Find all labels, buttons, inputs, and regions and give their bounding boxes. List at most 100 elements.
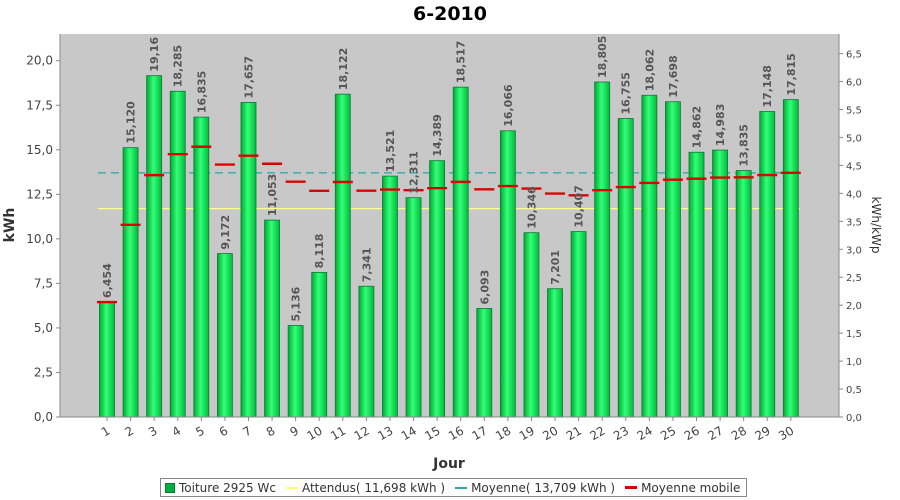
x-tick-label-5: 5 bbox=[193, 423, 207, 439]
plot-area bbox=[60, 34, 839, 417]
bar-day-30 bbox=[782, 99, 799, 418]
y-right-tick-label: 5,5 bbox=[846, 105, 862, 116]
bar-day-29 bbox=[759, 111, 776, 418]
bar-day-13 bbox=[382, 175, 398, 418]
bar-day-24 bbox=[641, 94, 658, 418]
bar-value-label-14: 12,311 bbox=[408, 151, 421, 193]
x-tick-label-29: 29 bbox=[753, 423, 773, 443]
bar-day-2 bbox=[122, 147, 139, 418]
bar-value-label-25: 17,698 bbox=[667, 55, 680, 97]
y-tick-label: 12,5 bbox=[26, 187, 53, 201]
bar-day-11 bbox=[334, 93, 351, 418]
x-tick-label-12: 12 bbox=[352, 423, 372, 443]
bar-day-5 bbox=[193, 116, 210, 418]
x-tick-label-22: 22 bbox=[587, 423, 607, 443]
x-tick-label-6: 6 bbox=[217, 423, 231, 439]
y-right-tick-label: 6,5 bbox=[846, 50, 862, 61]
y-axis-right-label: kWh/kWp bbox=[869, 197, 883, 254]
bar-value-label-24: 18,062 bbox=[643, 49, 656, 91]
bar-value-label-5: 16,835 bbox=[195, 71, 208, 113]
legend-label-moyenne: Moyenne( 13,709 kWh ) bbox=[471, 480, 616, 495]
y-tick-label: 2,5 bbox=[34, 365, 53, 379]
x-tick-label-27: 27 bbox=[705, 423, 725, 443]
bar-day-8 bbox=[264, 219, 280, 418]
x-tick-label-28: 28 bbox=[729, 423, 749, 443]
y-tick-label: 10,0 bbox=[26, 232, 53, 246]
bar-value-label-1: 6,454 bbox=[101, 263, 114, 298]
bar-day-6 bbox=[216, 253, 233, 418]
y-tick-label: 15,0 bbox=[26, 143, 53, 157]
bar-value-label-4: 18,285 bbox=[172, 45, 185, 87]
y-tick-label: 0,0 bbox=[34, 410, 53, 424]
legend-label-attendus: Attendus( 11,698 kWh ) bbox=[301, 480, 446, 495]
bar-value-label-16: 18,517 bbox=[455, 41, 468, 83]
x-tick-label-17: 17 bbox=[470, 423, 490, 443]
bar-value-label-17: 6,093 bbox=[478, 270, 491, 305]
x-tick-label-20: 20 bbox=[540, 423, 560, 443]
bar-value-label-3: 19,16 bbox=[148, 37, 161, 72]
bar-day-18 bbox=[499, 130, 516, 418]
y-right-tick-label: 2,0 bbox=[846, 301, 862, 312]
x-tick-label-16: 16 bbox=[446, 423, 466, 443]
y-right-tick-label: 3,5 bbox=[846, 217, 862, 228]
y-right-tick-label: 4,0 bbox=[846, 189, 862, 200]
bar-day-22 bbox=[594, 81, 611, 418]
bar-day-17 bbox=[476, 308, 493, 418]
bar-day-27 bbox=[712, 149, 728, 418]
legend: Toiture 2925 Wc Attendus( 11,698 kWh ) M… bbox=[160, 478, 748, 497]
x-tick-label-2: 2 bbox=[122, 423, 136, 439]
x-axis-label: Jour bbox=[432, 456, 465, 472]
bar-value-label-22: 18,805 bbox=[596, 36, 609, 78]
y-right-tick-label: 3,0 bbox=[846, 245, 862, 256]
bar-value-label-9: 5,136 bbox=[290, 286, 303, 321]
bar-value-label-10: 8,118 bbox=[313, 234, 326, 269]
y-right-tick-label: 0,5 bbox=[846, 385, 862, 396]
x-tick-label-8: 8 bbox=[264, 423, 278, 439]
bar-value-label-13: 13,521 bbox=[384, 130, 397, 172]
bar-day-14 bbox=[405, 197, 422, 418]
x-tick-label-14: 14 bbox=[399, 423, 419, 443]
bar-value-label-15: 14,389 bbox=[431, 114, 444, 156]
x-tick-label-19: 19 bbox=[517, 423, 537, 443]
bar-day-3 bbox=[146, 75, 163, 418]
bar-day-1 bbox=[99, 301, 115, 418]
bar-value-label-11: 18,122 bbox=[337, 48, 350, 90]
bar-value-label-19: 10,346 bbox=[525, 186, 538, 229]
bar-value-label-2: 15,120 bbox=[125, 101, 138, 144]
legend-swatch-moyenne-mobile bbox=[625, 486, 638, 489]
legend-swatch-moyenne bbox=[455, 486, 468, 489]
bar-day-9 bbox=[287, 325, 304, 418]
legend-item-toiture: Toiture 2925 Wc bbox=[165, 481, 276, 495]
bar-day-23 bbox=[617, 118, 634, 418]
bar-value-label-30: 17,815 bbox=[785, 53, 798, 95]
bar-day-10 bbox=[311, 271, 328, 418]
x-tick-label-13: 13 bbox=[375, 423, 395, 443]
bar-value-label-26: 14,862 bbox=[691, 106, 704, 148]
y-right-tick-label: 2,5 bbox=[846, 273, 862, 284]
legend-item-moyenne: Moyenne( 13,709 kWh ) bbox=[455, 481, 615, 495]
x-tick-label-24: 24 bbox=[635, 423, 655, 443]
bar-day-12 bbox=[358, 285, 375, 418]
x-tick-label-9: 9 bbox=[288, 423, 302, 439]
bar-day-26 bbox=[688, 151, 705, 418]
bar-value-label-20: 7,201 bbox=[549, 250, 562, 285]
bar-day-15 bbox=[429, 160, 446, 418]
bar-value-label-12: 7,341 bbox=[360, 247, 373, 282]
bar-value-label-21: 10,407 bbox=[573, 185, 586, 227]
legend-swatch-attendus bbox=[285, 486, 298, 489]
bar-value-label-7: 17,657 bbox=[242, 56, 255, 98]
x-tick-label-7: 7 bbox=[240, 423, 254, 439]
bar-day-28 bbox=[735, 170, 752, 418]
y-axis-label: kWh bbox=[2, 208, 18, 243]
x-tick-label-10: 10 bbox=[304, 423, 324, 443]
bar-day-25 bbox=[665, 101, 681, 418]
bar-value-label-8: 11,053 bbox=[266, 174, 279, 216]
legend-item-moyenne-mobile: Moyenne mobile bbox=[625, 481, 740, 495]
y-right-tick-label: 1,0 bbox=[846, 357, 862, 368]
x-tick-label-18: 18 bbox=[493, 423, 513, 443]
bar-value-label-23: 16,755 bbox=[620, 72, 633, 114]
bar-day-7 bbox=[240, 102, 257, 418]
y-right-tick-label: 1,5 bbox=[846, 329, 862, 340]
x-tick-label-4: 4 bbox=[170, 423, 184, 439]
legend-item-attendus: Attendus( 11,698 kWh ) bbox=[285, 480, 446, 495]
